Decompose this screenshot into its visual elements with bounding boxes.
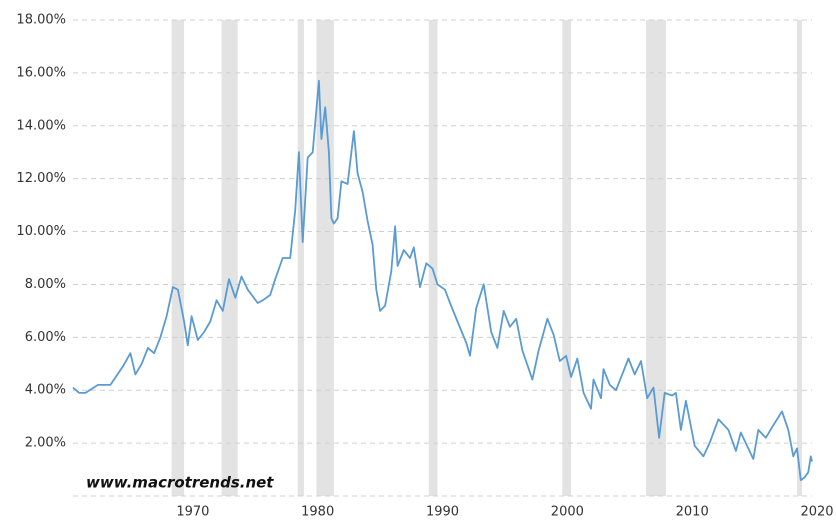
y-tick-label: 12.00% xyxy=(16,171,66,186)
y-tick-label: 8.00% xyxy=(25,277,66,292)
y-tick-label: 6.00% xyxy=(25,330,66,345)
y-tick-label: 2.00% xyxy=(25,436,66,451)
x-tick-label: 2000 xyxy=(551,505,584,520)
x-tick-label: 2010 xyxy=(676,505,709,520)
y-tick-label: 10.00% xyxy=(16,224,66,239)
x-tick-label: 1970 xyxy=(176,505,209,520)
recession-band xyxy=(562,20,572,496)
x-tick-label: 1990 xyxy=(426,505,459,520)
x-tick-label: 1980 xyxy=(301,505,334,520)
x-tick-label: 2020 xyxy=(800,505,833,520)
recession-band xyxy=(797,20,803,496)
y-tick-label: 18.00% xyxy=(16,13,66,28)
rate-line xyxy=(72,79,813,481)
recession-band xyxy=(297,20,304,496)
recession-band xyxy=(171,20,185,496)
y-tick-label: 4.00% xyxy=(25,383,66,398)
y-tick-label: 14.00% xyxy=(16,118,66,133)
recession-band xyxy=(428,20,438,496)
recession-band xyxy=(645,20,666,496)
watermark: www.macrotrends.net xyxy=(86,474,274,492)
recession-band xyxy=(221,20,238,496)
y-tick-label: 16.00% xyxy=(16,65,66,80)
